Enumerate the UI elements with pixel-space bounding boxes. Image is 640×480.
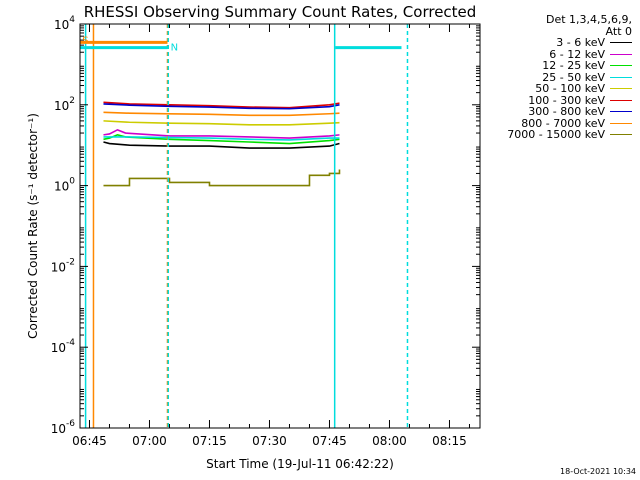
plot-frame bbox=[79, 23, 481, 429]
x-tick-label: 06:45 bbox=[72, 434, 107, 448]
series-line bbox=[103, 111, 340, 117]
legend-detectors: Det 1,3,4,5,6,9, bbox=[545, 13, 632, 26]
legend-swatch bbox=[610, 99, 632, 101]
y-tick-label: 104 bbox=[54, 15, 75, 32]
legend-item: 25 - 50 keV bbox=[507, 70, 632, 84]
series-line bbox=[103, 103, 340, 110]
x-tick-label: 07:45 bbox=[312, 434, 347, 448]
y-tick-label: 100 bbox=[54, 177, 75, 194]
x-axis-label: Start Time (19-Jul-11 06:42:22) bbox=[206, 457, 394, 471]
series-line bbox=[103, 120, 340, 126]
legend-item: 100 - 300 keV bbox=[507, 93, 632, 107]
legend-swatch bbox=[610, 65, 632, 67]
legend-item-label: 50 - 100 keV bbox=[535, 82, 605, 95]
legend-item-label: 3 - 6 keV bbox=[556, 36, 605, 49]
axis-layer: 06:45 07:00 07:15 07:30 07:45 08:00 08:15 10-6 1… bbox=[51, 15, 480, 448]
legend-item: 800 - 7000 keV bbox=[507, 116, 632, 130]
legend-item-label: 7000 - 15000 keV bbox=[507, 128, 605, 141]
series-line bbox=[103, 101, 340, 109]
legend-header: Det 1,3,4,5,6,9, Att 0 bbox=[507, 14, 632, 37]
saa-label: S bbox=[82, 35, 88, 46]
y-tick-label: 10-6 bbox=[51, 419, 76, 436]
legend-swatch bbox=[610, 53, 632, 55]
x-tick-label: 08:00 bbox=[372, 434, 407, 448]
legend-item-label: 300 - 800 keV bbox=[528, 105, 605, 118]
legend-attenuator: Att 0 bbox=[605, 24, 632, 38]
legend-item-label: 12 - 25 keV bbox=[542, 59, 605, 72]
legend-swatch bbox=[610, 111, 632, 113]
series-line bbox=[103, 136, 340, 141]
legend-swatch bbox=[610, 76, 632, 78]
x-tick-label: 08:15 bbox=[432, 434, 467, 448]
legend-item-label: 800 - 7000 keV bbox=[521, 116, 605, 130]
legend-item: 300 - 800 keV bbox=[507, 106, 632, 118]
generation-timestamp: 18-Oct-2021 10:34 bbox=[560, 467, 636, 476]
x-tick-label: 07:15 bbox=[192, 434, 227, 448]
series-line bbox=[103, 128, 340, 139]
series-line bbox=[103, 169, 341, 187]
legend-item: 7000 - 15000 keV bbox=[507, 129, 632, 141]
legend-item: 50 - 100 keV bbox=[507, 83, 632, 95]
legend-swatch bbox=[610, 122, 632, 124]
legend-item-label: 25 - 50 keV bbox=[542, 70, 605, 84]
x-tick-label: 07:00 bbox=[132, 434, 167, 448]
series-line bbox=[103, 141, 340, 149]
y-tick-label: 10-4 bbox=[51, 338, 76, 355]
legend-item-label: 100 - 300 keV bbox=[528, 93, 605, 107]
night-label: N bbox=[171, 43, 178, 54]
x-tick-label: 07:30 bbox=[252, 434, 287, 448]
legend-swatch bbox=[610, 88, 632, 90]
legend-item: 3 - 6 keV bbox=[507, 37, 632, 49]
legend-swatch bbox=[610, 42, 632, 44]
legend-swatch bbox=[610, 134, 632, 136]
legend-item: 12 - 25 keV bbox=[507, 60, 632, 72]
legend-item-label: 6 - 12 keV bbox=[549, 47, 605, 61]
y-tick-label: 10-2 bbox=[51, 257, 75, 274]
series-layer bbox=[103, 101, 341, 187]
y-axis-label: Corrected Count Rate (s⁻¹ detector⁻¹) bbox=[26, 113, 40, 339]
legend-rows: 3 - 6 keV 6 - 12 keV 12 - 25 keV 25 - 50 ke… bbox=[507, 37, 632, 141]
legend-item: 6 - 12 keV bbox=[507, 47, 632, 61]
legend: Det 1,3,4,5,6,9, Att 0 3 - 6 keV 6 - 12 k… bbox=[507, 14, 632, 141]
marker-layer bbox=[80, 24, 409, 428]
chart-title: RHESSI Observing Summary Count Rates, Co… bbox=[84, 3, 477, 21]
y-tick-label: 102 bbox=[54, 96, 75, 113]
